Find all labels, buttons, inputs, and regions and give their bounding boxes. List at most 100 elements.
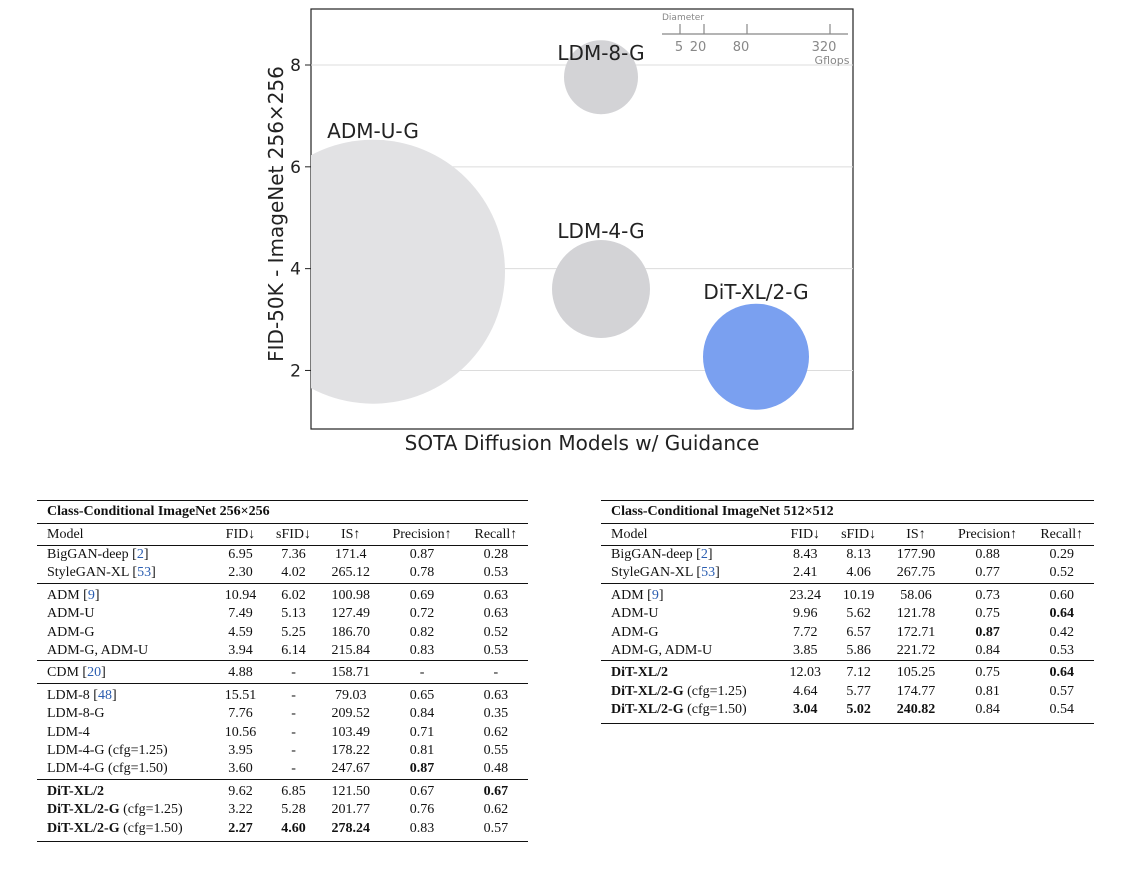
metric-prec: 0.87 (975, 624, 1000, 640)
column-header: Model (37, 523, 215, 546)
metric-prec: 0.84 (409, 706, 435, 722)
model-name: DiT-XL/2 (47, 783, 105, 799)
metric-sfid: 6.85 (265, 778, 322, 802)
model-setting: (cfg=1.50) (683, 702, 747, 718)
metric-is: 267.75 (896, 565, 936, 581)
metric-is: 178.22 (331, 743, 370, 759)
metric-sfid: 8.13 (846, 547, 871, 562)
metric-fid: 9.62 (214, 778, 266, 802)
column-header: Recall↑ (463, 523, 528, 546)
metric-is: 121.78 (896, 606, 936, 622)
model-cell: ADM-G, ADM-U (37, 642, 215, 661)
metric-prec: 0.71 (409, 724, 435, 740)
model-cell: ADM-G (37, 624, 215, 642)
metric-fid: 4.64 (793, 683, 818, 699)
model-name: LDM-8 (47, 687, 90, 703)
metric-fid: 3.22 (228, 802, 253, 818)
metric-rec: 0.48 (483, 761, 509, 777)
y-axis-label: FID-50K - ImageNet 256×256 (264, 66, 288, 362)
model-cell: BigGAN-deep [2] (47, 547, 149, 562)
metric-rec: 0.52 (1049, 565, 1074, 581)
model-cell: ADM-G (601, 624, 780, 642)
citation-link: 20 (87, 665, 102, 681)
metric-fid: 8.43 (793, 547, 818, 562)
column-header: Precision↑ (380, 523, 464, 546)
legend-title: Diameter (662, 13, 704, 23)
metric-fid: 4.59 (228, 624, 253, 640)
model-cell: LDM-8 [48] (37, 682, 215, 706)
table-row: CDM [20] 4.88-158.71- - (37, 660, 528, 684)
column-header: sFID↓ (265, 523, 322, 546)
metric-prec: 0.77 (975, 565, 1000, 581)
citation-link: 53 (701, 565, 716, 581)
metric-rec: 0.53 (1049, 643, 1074, 659)
model-name: LDM-4 (47, 724, 90, 740)
table-row: LDM-8-G 7.76 - 209.52 0.84 0.35 (37, 705, 528, 723)
metric-is: 221.72 (896, 643, 936, 659)
metric-is: 103.49 (331, 724, 370, 740)
table-256: Class-Conditional ImageNet 256×256 Model F… (37, 500, 528, 843)
bubble-label-dit-xl-2-g: DiT-XL/2-G (703, 280, 808, 304)
model-name: LDM-4-G (47, 761, 105, 777)
model-cell: ADM [9] (37, 582, 215, 606)
model-name: ADM-U (47, 606, 95, 622)
citation-link: 9 (87, 587, 95, 603)
metric-fid: 3.95 (228, 743, 253, 759)
table-row: ADM-G, ADM-U 3.94 6.14 215.84 0.83 0.53 (37, 642, 528, 661)
model-cell: DiT-XL/2 (37, 778, 215, 802)
metric-prec: 0.88 (975, 547, 1000, 562)
model-name: CDM (47, 665, 79, 681)
model-cell: CDM [20] (37, 660, 215, 684)
table-row: ADM-U 7.49 5.13 127.49 0.72 0.63 (37, 605, 528, 623)
metric-rec: 0.29 (1049, 547, 1074, 562)
metric-rec: 0.67 (463, 778, 528, 802)
model-setting: (cfg=1.50) (104, 761, 168, 777)
metric-rec: 0.63 (463, 582, 528, 606)
table-row: BigGAN-deep [2] 8.43 8.13 177.90 0.88 0.29 (601, 546, 1094, 565)
legend-tick-label: 320 (812, 40, 837, 55)
model-cell: ADM-U (37, 605, 215, 623)
model-name: LDM-8-G (47, 706, 105, 722)
y-tick-label: 2 (290, 361, 301, 381)
table-row: LDM-8 [48] 15.51-79.03 0.65 0.63 (37, 682, 528, 706)
metric-sfid: 5.62 (846, 606, 871, 622)
table-row: ADM [9] 10.94 6.02 100.98 0.69 0.63 (37, 582, 528, 606)
model-name: ADM-G, ADM-U (611, 643, 713, 659)
table-row: LDM-4 10.56 - 103.49 0.71 0.62 (37, 724, 528, 742)
legend-unit: Gflops (815, 54, 850, 67)
model-cell: ADM-G, ADM-U (601, 642, 780, 661)
bubble-label-ldm-4-g: LDM-4-G (557, 219, 644, 243)
metric-prec: 0.75 (945, 660, 1030, 683)
metric-is: 158.71 (321, 660, 381, 684)
metric-rec: 0.57 (1049, 683, 1074, 699)
column-header: IS↑ (321, 523, 381, 546)
model-cell: LDM-4-G (cfg=1.25) (37, 742, 215, 760)
metric-sfid: 7.12 (830, 660, 887, 683)
metric-is: 240.82 (886, 701, 946, 724)
metric-fid: 3.04 (779, 701, 831, 724)
model-name: ADM-G (611, 624, 659, 640)
metric-is: 171.4 (334, 547, 367, 562)
model-cell: DiT-XL/2 (601, 660, 780, 683)
metric-rec: 0.57 (463, 819, 528, 843)
model-cell: DiT-XL/2-G (cfg=1.25) (37, 801, 215, 819)
model-name: ADM-G, ADM-U (47, 643, 149, 659)
metric-fid: 2.27 (214, 819, 266, 843)
metric-is: 265.12 (331, 565, 370, 581)
table-row: ADM-G 4.59 5.25 186.70 0.82 0.52 (37, 624, 528, 642)
model-name: StyleGAN-XL (47, 565, 129, 581)
metric-prec: 0.81 (975, 683, 1000, 699)
y-tick-label: 4 (290, 260, 301, 280)
model-name: ADM-G (47, 624, 95, 640)
bubble-chart: 2 4 6 8 ADM-U-G LDM-8-G LDM-4-G DiT-XL/2-G Dia… (264, 8, 854, 455)
metric-sfid: 7.36 (281, 547, 306, 562)
metric-prec: 0.82 (409, 624, 435, 640)
metric-is: 215.84 (331, 643, 370, 659)
model-name: DiT-XL/2-G (47, 802, 120, 818)
table-header-row: Model FID↓ sFID↓ IS↑ Precision↑ Recall↑ (37, 523, 528, 546)
metric-rec: 0.63 (483, 606, 509, 622)
column-header: IS↑ (886, 523, 946, 546)
metric-is: 58.06 (886, 582, 946, 606)
metric-sfid: - (265, 682, 322, 706)
table-caption-row: Class-Conditional ImageNet 256×256 (37, 500, 528, 524)
